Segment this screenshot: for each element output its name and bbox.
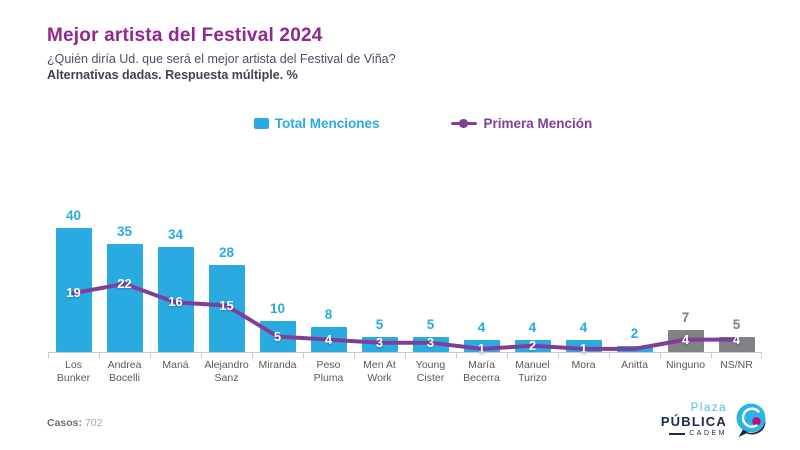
legend-label: Primera Mención	[483, 116, 593, 131]
line-value-label: 1	[579, 340, 588, 356]
bar-value-label: 8	[324, 307, 333, 323]
bar-value-label: 5	[426, 316, 435, 332]
bar-value-label: 34	[167, 226, 184, 242]
legend-item-total-menciones: Total Menciones	[253, 116, 380, 131]
line-series	[71, 281, 739, 351]
axis-tick	[507, 353, 508, 358]
legend-item-primera-mencion: Primera Mención	[451, 116, 592, 131]
line-value-label: 4	[324, 331, 333, 347]
logo-cadem-text: CADEM	[689, 430, 727, 438]
category-label: María Becerra	[463, 359, 500, 384]
line-value-label: 5	[273, 328, 282, 344]
bar-value-label: 40	[65, 208, 82, 223]
line-value-label: 2	[528, 337, 537, 353]
category-label: Miranda	[258, 359, 297, 371]
line-value-label: 22	[117, 275, 132, 291]
category-label: Mora	[571, 359, 596, 371]
bar-swatch-icon	[253, 118, 269, 129]
category-label: Men At Work	[363, 359, 396, 384]
bar-value-label: 28	[218, 245, 235, 261]
category-label: NS/NR	[720, 359, 753, 371]
line-value-label: 3	[426, 334, 435, 350]
axis-tick	[99, 353, 100, 358]
category-label: Maná	[162, 359, 189, 371]
x-axis	[48, 352, 762, 360]
category-label: Ninguno	[665, 359, 706, 371]
line-value-label: 3	[375, 334, 384, 350]
axis-tick	[761, 353, 762, 358]
line-value-label: 4	[732, 331, 741, 347]
category-label: Young Cister	[415, 359, 446, 384]
plaza-publica-cadem-logo: Plaza PÚBLICA CADEM	[661, 402, 768, 438]
bar-value-label: 7	[681, 310, 690, 326]
bar-value-label: 5	[375, 316, 384, 332]
axis-tick	[201, 353, 202, 358]
axis-tick	[609, 353, 610, 358]
bar-value-label: 2	[630, 325, 639, 341]
category-label: Alejandro Sanz	[204, 359, 249, 384]
bar-value-label: 4	[477, 319, 486, 335]
axis-tick	[303, 353, 304, 358]
x-axis-labels: Los Bunker Andrea Bocelli Maná Alejandro Sa…	[48, 359, 762, 385]
cases-count: Casos: 702	[47, 417, 102, 429]
line-value-label: 1	[477, 340, 486, 356]
bar-value-label: 4	[528, 319, 537, 335]
chart-plot: 40 35 34 28 10 8 5 5 4 4 4 2 7 5 19 22 16 15 5 4 3 3 1 2 1 4 4	[48, 180, 762, 356]
bar-value-label: 10	[269, 301, 286, 316]
line-value-label: 19	[66, 285, 81, 301]
bar-value-label: 4	[579, 319, 588, 335]
logo-publica-text: PÚBLICA	[660, 413, 727, 429]
axis-tick	[150, 353, 151, 358]
axis-tick	[558, 353, 559, 358]
line-value-label: 16	[168, 294, 183, 310]
axis-tick	[456, 353, 457, 358]
bar	[208, 265, 245, 352]
legend-label: Total Menciones	[274, 116, 380, 131]
axis-tick	[660, 353, 661, 358]
cases-value: 702	[84, 417, 103, 429]
bar-value-label: 35	[116, 223, 133, 239]
survey-note: Alternativas dadas. Respuesta múltiple. …	[47, 68, 298, 82]
category-label: Anitta	[621, 359, 648, 371]
category-label: Los Bunker	[56, 359, 91, 384]
line-value-label: 4	[681, 331, 690, 347]
axis-tick	[354, 353, 355, 358]
category-label: Manuel Turizo	[515, 359, 550, 384]
bar	[106, 243, 143, 352]
line-marker-icon	[451, 119, 478, 128]
line-value-label: 15	[219, 297, 234, 313]
bar-value-label: 5	[732, 316, 741, 332]
chart-legend: Total Menciones Primera Mención	[0, 116, 800, 131]
survey-question: ¿Quién diría Ud. que será el mejor artis…	[47, 52, 396, 66]
category-label: Peso Pluma	[313, 359, 344, 384]
axis-tick	[711, 353, 712, 358]
logo-plaza-text: Plaza	[690, 402, 727, 415]
axis-tick	[252, 353, 253, 358]
category-label: Andrea Bocelli	[107, 359, 142, 384]
page-title: Mejor artista del Festival 2024	[47, 25, 323, 46]
axis-tick	[405, 353, 406, 358]
axis-tick	[48, 353, 49, 358]
cases-label: Casos:	[47, 417, 83, 429]
cadem-logo-icon	[736, 403, 766, 437]
